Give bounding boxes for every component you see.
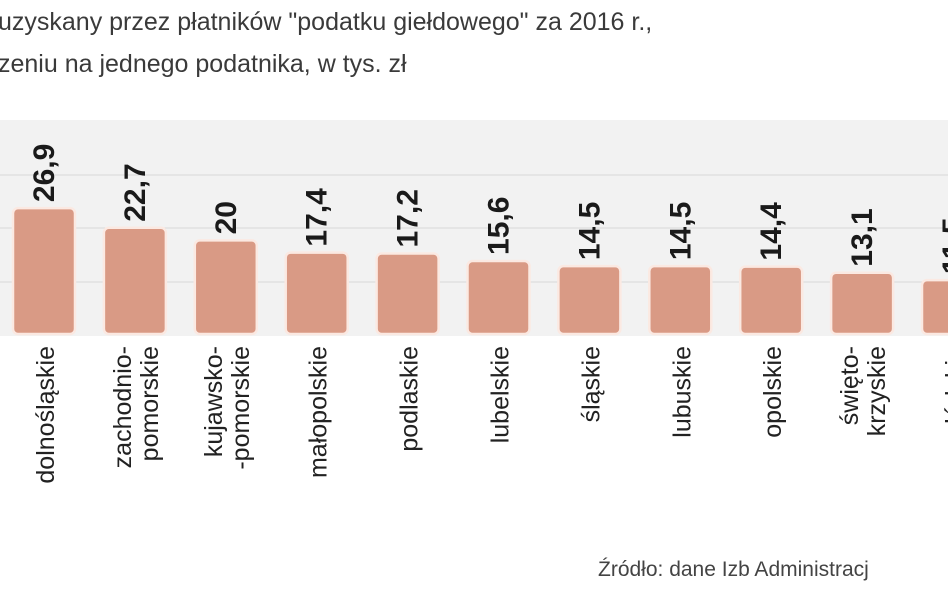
bar-2 (193, 239, 259, 336)
category-label-8-0: opolskie (759, 346, 787, 438)
category-label-5-0: lubelskie (487, 346, 515, 443)
category-label-9-1: krzyskie (863, 346, 891, 436)
chart-title-line-2: zeniu na jednego podatnika, w tys. zł (0, 50, 407, 78)
category-label-1-0: zachodnio- (109, 346, 137, 468)
chart-title-line-1: uzyskany przez płatników "podatku giełdo… (0, 8, 653, 36)
category-label-0-0: dolnośląskie (32, 346, 60, 484)
bar-9 (829, 271, 895, 336)
value-label-4: 17,2 (392, 189, 425, 247)
source-note: Źródło: dane Izb Administracj (598, 558, 869, 581)
value-label-8: 14,4 (755, 202, 788, 261)
category-label-2-0: kujawsko- (200, 346, 228, 457)
bar-10 (920, 278, 948, 336)
value-label-3: 17,4 (301, 188, 334, 247)
value-label-0: 26,9 (28, 144, 61, 202)
value-label-9: 13,1 (846, 208, 879, 266)
bar-6 (557, 264, 622, 336)
bar-5 (466, 259, 531, 336)
bar-4 (375, 252, 440, 336)
bar-3 (284, 251, 349, 336)
bar-0 (11, 206, 77, 336)
value-label-1: 22,7 (119, 163, 152, 221)
value-label-5: 15,6 (483, 197, 516, 255)
value-label-7: 14,5 (664, 202, 697, 260)
bar-1 (102, 226, 168, 336)
category-label-7-0: lubuskie (668, 346, 696, 438)
category-label-6-0: śląskie (577, 346, 605, 422)
category-label-10-0: łódzkie (941, 346, 948, 424)
category-label-9-0: święto- (836, 346, 864, 425)
value-label-6: 14,5 (573, 202, 606, 260)
category-label-2-1: -pomorskie (227, 346, 255, 470)
bar-7 (648, 264, 713, 336)
value-label-2: 20 (210, 201, 243, 234)
category-label-3-0: małopolskie (305, 346, 333, 478)
value-label-10: 11,5 (937, 217, 948, 274)
category-label-1-1: pomorskie (136, 346, 164, 461)
bar-8 (738, 265, 804, 336)
category-label-4-0: podlaskie (396, 346, 424, 452)
